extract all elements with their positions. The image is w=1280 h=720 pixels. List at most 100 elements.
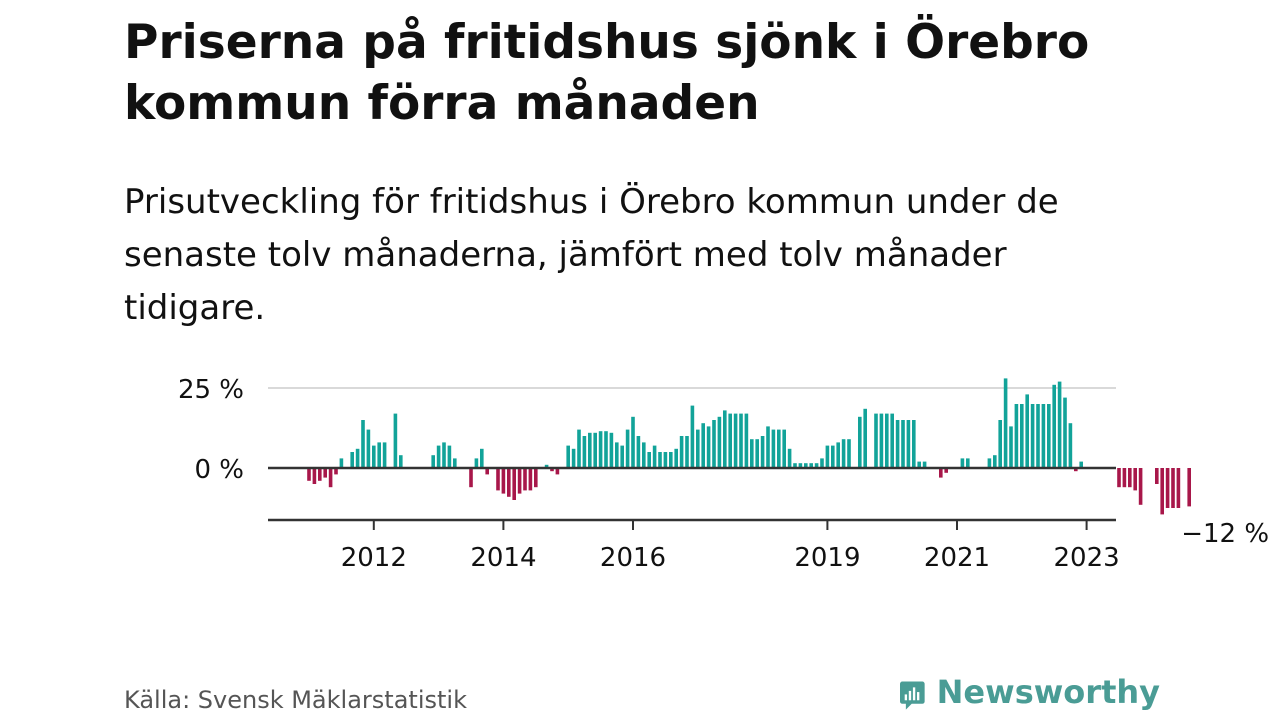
bar <box>663 452 668 468</box>
bar <box>1014 404 1019 468</box>
bar <box>442 442 446 468</box>
bar <box>917 461 921 468</box>
bar <box>436 445 441 468</box>
bar <box>323 468 327 478</box>
bar <box>593 432 597 468</box>
chart-title: Priserna på fritidshus sjönk i Örebro ko… <box>124 15 1090 131</box>
bar <box>555 468 560 475</box>
bar <box>496 468 500 491</box>
bar <box>517 468 522 494</box>
bar <box>620 445 624 468</box>
bar <box>307 468 311 481</box>
bar <box>863 408 867 468</box>
bar <box>1171 468 1175 508</box>
bar <box>501 468 506 494</box>
bar <box>766 426 770 468</box>
bar <box>1079 461 1083 468</box>
bar <box>609 432 614 468</box>
bar <box>631 416 635 468</box>
x-tick-label: 2023 <box>1054 543 1120 573</box>
bar <box>431 455 435 468</box>
bar <box>685 436 689 468</box>
bar <box>447 445 452 468</box>
bar <box>453 458 457 468</box>
bar <box>922 461 927 468</box>
bar <box>528 468 533 491</box>
bar <box>993 455 997 468</box>
bar <box>544 464 549 468</box>
bar <box>1160 468 1164 515</box>
bar <box>895 420 900 468</box>
bar <box>1057 381 1062 468</box>
chart-subtitle: Prisutveckling för fritidshus i Örebro k… <box>124 182 1059 328</box>
x-tick-label: 2014 <box>470 543 536 573</box>
bar <box>966 458 970 468</box>
bar <box>820 458 824 468</box>
bar <box>1068 423 1073 468</box>
bar <box>588 432 592 468</box>
bar <box>399 455 403 468</box>
bar <box>1122 468 1127 488</box>
bar <box>696 429 700 468</box>
bar <box>652 445 657 468</box>
bar <box>393 413 398 468</box>
bar <box>334 468 338 475</box>
bar <box>1025 394 1029 468</box>
source-note: Källa: Svensk Mäklarstatistik <box>124 686 467 714</box>
bar <box>739 413 743 468</box>
bar <box>382 442 387 468</box>
bar <box>804 463 808 468</box>
bar <box>798 463 803 468</box>
last-value-label: −12 % <box>1181 519 1269 549</box>
bar <box>658 452 662 468</box>
bar <box>480 448 484 468</box>
bar <box>841 439 846 468</box>
brand-name: Newsworthy <box>936 673 1160 711</box>
newsworthy-logo-icon <box>900 681 925 710</box>
bar <box>755 439 759 468</box>
bar <box>847 439 851 468</box>
bar <box>1138 468 1143 505</box>
bar <box>1176 468 1181 508</box>
bar <box>485 468 489 475</box>
bar <box>787 448 792 468</box>
x-tick-label: 2019 <box>794 543 860 573</box>
bar <box>825 445 830 468</box>
bar <box>679 436 684 468</box>
bar <box>1128 468 1132 488</box>
bar <box>550 468 554 472</box>
bar <box>874 413 878 468</box>
x-tick-label: 2016 <box>600 543 666 573</box>
bar <box>312 468 317 484</box>
bar <box>582 436 587 468</box>
bar <box>809 463 813 468</box>
bar <box>512 468 516 500</box>
bar <box>1165 468 1170 508</box>
bar <box>1041 404 1046 468</box>
bar <box>566 445 570 468</box>
bar-chart: 25 % 0 % 2012 2014 2016 2019 2021 2023 −12 % <box>178 375 1269 573</box>
bar <box>1020 404 1024 468</box>
bar <box>814 463 819 468</box>
bar <box>712 420 716 468</box>
bar <box>912 420 916 468</box>
bar <box>890 413 894 468</box>
bar <box>706 426 711 468</box>
bar <box>793 463 797 468</box>
bar <box>1009 426 1013 468</box>
bar <box>469 468 473 488</box>
bar <box>1036 404 1040 468</box>
bar <box>960 458 965 468</box>
bar <box>858 416 862 468</box>
bar <box>744 413 749 468</box>
bar <box>523 468 527 491</box>
bar <box>1133 468 1137 491</box>
bar <box>625 429 630 468</box>
bar <box>507 468 511 497</box>
x-tick-label: 2021 <box>924 543 990 573</box>
bar <box>577 429 581 468</box>
bar <box>534 468 538 488</box>
bar <box>831 445 835 468</box>
bar <box>339 458 344 468</box>
bar <box>944 468 948 473</box>
